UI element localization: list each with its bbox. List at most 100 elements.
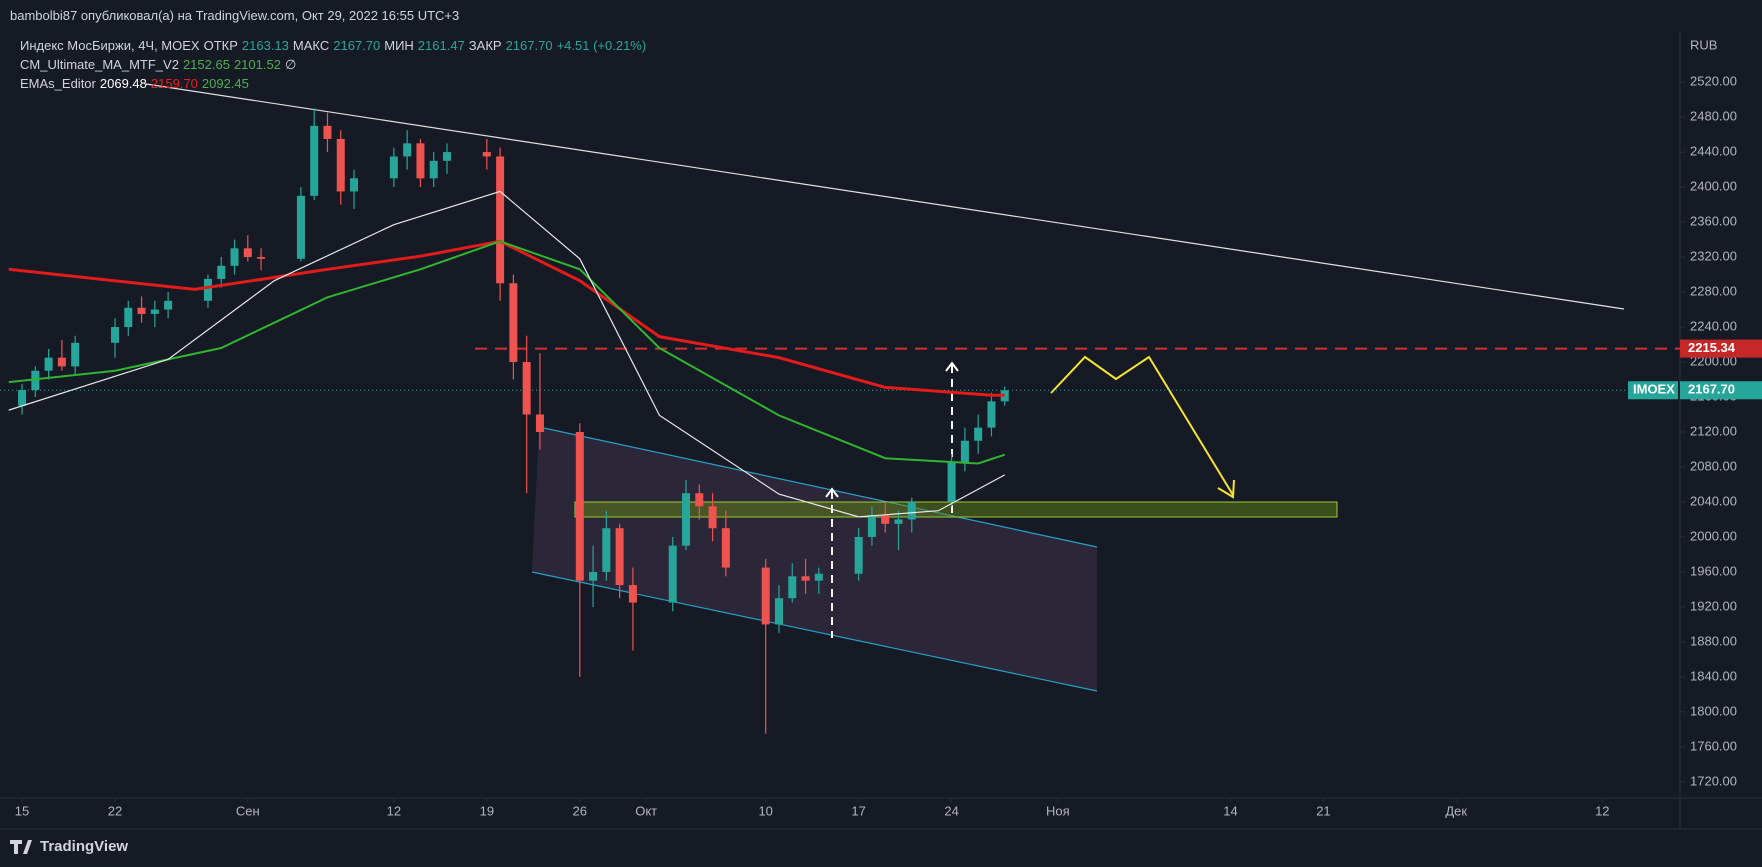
candle-body <box>535 414 544 432</box>
level-label: 2215.34 <box>1688 340 1736 355</box>
x-tick-label: 12 <box>1595 803 1609 818</box>
support-zone <box>574 501 1338 518</box>
candle-body <box>31 370 40 391</box>
legend-item: ОТКР <box>203 38 238 53</box>
y-tick-label: 1880.00 <box>1690 633 1737 648</box>
legend-item: 2101.52 <box>233 57 281 72</box>
legend-row: EMAs_Editor 2069.48 2159.70 2092.45 <box>20 76 650 95</box>
candle-body <box>323 125 332 139</box>
x-tick-label: 15 <box>15 803 29 818</box>
candle-body <box>442 152 451 161</box>
candle-body <box>482 152 491 157</box>
y-tick-label: 2320.00 <box>1690 248 1737 263</box>
y-tick-label: 1760.00 <box>1690 738 1737 753</box>
legend-item: МИН <box>384 38 414 53</box>
y-tick-label: 1960.00 <box>1690 563 1737 578</box>
y-tick-label: 1720.00 <box>1690 773 1737 788</box>
measure-arrow <box>945 361 959 372</box>
candle-body <box>44 357 53 371</box>
y-tick-label: 1800.00 <box>1690 703 1737 718</box>
x-tick-label: 19 <box>480 803 494 818</box>
logo <box>10 840 32 854</box>
legend-item: +4.51 (+0.21%) <box>556 38 647 53</box>
x-tick-label: Окт <box>635 803 657 818</box>
x-tick-label: 12 <box>387 803 401 818</box>
drawings <box>145 83 1625 692</box>
y-tick-label: 1920.00 <box>1690 598 1737 613</box>
x-tick-label: 26 <box>573 803 587 818</box>
last-price-label: 2167.70 <box>1688 382 1735 397</box>
y-tick-label: 2480.00 <box>1690 109 1737 124</box>
candle-body <box>589 571 598 581</box>
channel-bottom <box>531 571 1098 692</box>
legend-item: CM_Ultimate_MA_MTF_V2 <box>20 57 179 72</box>
candle-body <box>987 401 996 428</box>
x-tick-label: 22 <box>108 803 122 818</box>
y-tick-label: 2520.00 <box>1690 74 1737 89</box>
symbol-label: IMOEX <box>1633 382 1675 397</box>
x-tick-label: Дек <box>1445 803 1467 818</box>
candle-body <box>682 493 691 546</box>
candle-body <box>708 506 717 529</box>
channel-top <box>538 426 1098 548</box>
candle-body <box>615 528 624 586</box>
legend-item: МАКС <box>292 38 330 53</box>
candle-body <box>111 327 120 343</box>
candle-body <box>801 576 810 581</box>
candle-body <box>960 440 969 463</box>
candle-body <box>867 515 876 537</box>
currency: RUB <box>1690 37 1717 52</box>
candle-body <box>137 307 146 314</box>
candle-body <box>695 493 704 507</box>
legend-row: CM_Ultimate_MA_MTF_V2 2152.65 2101.52 ∅ <box>20 57 650 76</box>
x-tick-label: Ноя <box>1046 803 1070 818</box>
candle-body <box>814 573 823 581</box>
legend-item: 2167.70 <box>505 38 553 53</box>
x-tick-label: 17 <box>851 803 865 818</box>
x-tick-label: Сен <box>236 803 260 818</box>
candle-body <box>522 362 531 415</box>
candle-body <box>57 357 66 367</box>
candle-body <box>124 307 133 328</box>
candle-body <box>416 143 425 179</box>
candle-body <box>71 342 80 367</box>
last-price-box <box>1680 381 1762 400</box>
projection-path <box>1050 355 1234 496</box>
legend-item: EMAs_Editor <box>20 76 96 91</box>
legend: Индекс МосБиржи, 4Ч, MOEX ОТКР 2163.13 МАКС… <box>20 38 650 95</box>
y-tick-label: 2280.00 <box>1690 283 1737 298</box>
legend-row: Индекс МосБиржи, 4Ч, MOEX ОТКР 2163.13 МАКС… <box>20 38 650 57</box>
channel-fill <box>532 427 1097 691</box>
legend-item: Индекс МосБиржи, 4Ч, MOEX <box>20 38 200 53</box>
y-tick-label: 2000.00 <box>1690 528 1737 543</box>
candle-body <box>350 178 359 192</box>
y-tick-label: 2440.00 <box>1690 144 1737 159</box>
candle-body <box>230 248 239 266</box>
y-tick-label: 1840.00 <box>1690 668 1737 683</box>
legend-item: 2092.45 <box>201 76 249 91</box>
x-tick-label: 10 <box>758 803 772 818</box>
legend-item: 2152.65 <box>182 57 230 72</box>
symbol-box <box>1628 381 1678 400</box>
candle-body <box>164 300 173 310</box>
y-tick-label: 2240.00 <box>1690 318 1737 333</box>
legend-item: ЗАКР <box>468 38 502 53</box>
brand: TradingView <box>40 838 129 855</box>
candle-body <box>336 138 345 192</box>
indicator-line <box>8 240 1006 465</box>
candle-body <box>881 515 890 524</box>
candle-body <box>761 567 770 625</box>
indicator-line <box>8 190 1006 518</box>
legend-item: ∅ <box>284 57 297 72</box>
candle-body <box>203 278 212 301</box>
candle-body <box>854 536 863 574</box>
trend-line <box>145 83 1625 310</box>
y-tick-label: 2400.00 <box>1690 179 1737 194</box>
y-tick-label: 2120.00 <box>1690 423 1737 438</box>
candle-body <box>217 265 226 279</box>
candle-body <box>150 309 159 314</box>
x-tick-label: 24 <box>944 803 958 818</box>
candle-body <box>894 519 903 524</box>
legend-item: 2161.47 <box>417 38 465 53</box>
